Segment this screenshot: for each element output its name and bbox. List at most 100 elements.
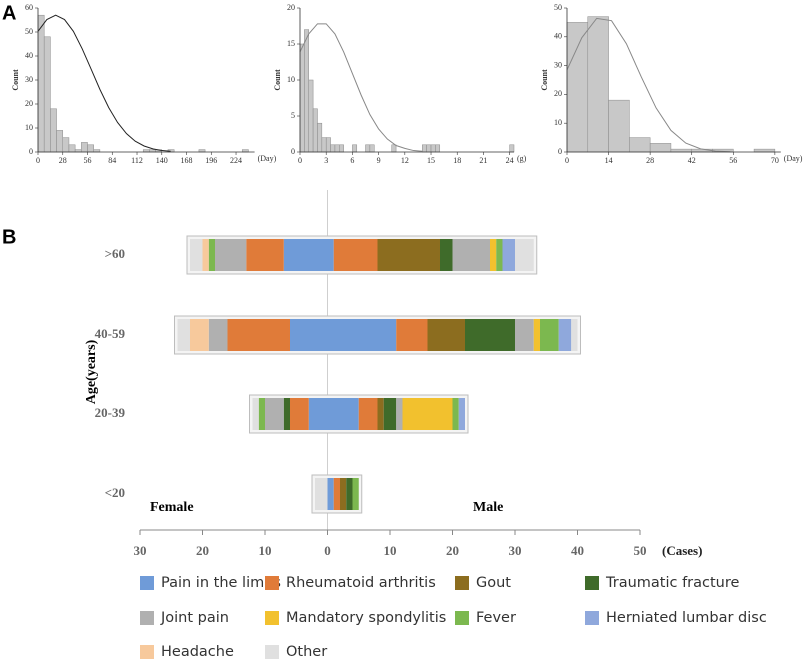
- histogram-bar: [435, 144, 441, 153]
- y-tick-label: 40: [25, 51, 33, 60]
- side-label: Female: [150, 500, 194, 515]
- x-tick-label: 112: [131, 156, 143, 165]
- x-tick-label: 14: [605, 156, 613, 165]
- bar-segment: [352, 478, 359, 510]
- bar-segment: [290, 398, 309, 430]
- x-tick-label: 12: [401, 156, 409, 165]
- x-tick-label: 40: [571, 543, 584, 558]
- histogram-bar: [62, 137, 70, 153]
- y-tick-label: 15: [287, 39, 295, 48]
- x-tick-label: 84: [108, 156, 116, 165]
- bar-segment: [402, 398, 453, 430]
- y-tick-label: 0: [291, 147, 295, 156]
- x-tick-label: 140: [156, 156, 168, 165]
- x-tick-label: 42: [688, 156, 696, 165]
- x-tick-label: 28: [59, 156, 67, 165]
- histogram-bar: [317, 122, 323, 153]
- histogram-bar: [352, 144, 358, 153]
- y-axis-label: Age(years): [84, 339, 99, 404]
- bar-segment: [533, 319, 540, 351]
- histogram-bar: [670, 148, 692, 153]
- bar-segment: [571, 319, 578, 351]
- bar-segment: [327, 478, 334, 510]
- x-tick-label: 18: [453, 156, 461, 165]
- legend-swatch: [140, 611, 154, 625]
- histogram-bar: [325, 137, 331, 153]
- bar-segment: [283, 398, 290, 430]
- bar-segment: [308, 398, 328, 430]
- y-tick-label: 20: [287, 3, 295, 12]
- x-tick-label: 20: [196, 543, 209, 558]
- y-tick-label: 10: [25, 123, 33, 132]
- x-unit: (Day): [784, 154, 803, 163]
- bar-segment: [452, 398, 459, 430]
- legend-swatch: [455, 611, 469, 625]
- legend-label: Pain in the limbs: [161, 575, 281, 591]
- bar-segment: [190, 239, 203, 271]
- y-axis-label: Count: [273, 69, 282, 91]
- x-tick-label: 168: [181, 156, 193, 165]
- y-tick-label: 50: [554, 3, 562, 12]
- x-tick-label: 24: [506, 156, 514, 165]
- fit-curve: [37, 14, 171, 152]
- histogram-bar: [312, 108, 318, 153]
- y-tick-label: 50: [25, 27, 33, 36]
- bar-segment: [252, 398, 259, 430]
- legend-swatch: [265, 576, 279, 590]
- legend-swatch: [455, 576, 469, 590]
- x-tick-label: 10: [384, 543, 397, 558]
- category-label: >60: [105, 246, 125, 261]
- histogram-bar: [43, 36, 51, 153]
- bar-segment: [208, 239, 215, 271]
- bar-segment: [383, 398, 397, 430]
- x-tick-label: 30: [134, 543, 147, 558]
- legend-label: Fever: [476, 610, 516, 626]
- bar-segment: [315, 478, 328, 510]
- x-tick-label: 21: [479, 156, 487, 165]
- y-axis-label: Count: [540, 69, 549, 91]
- histogram-bar: [608, 99, 630, 153]
- histogram-bar: [37, 14, 45, 153]
- histogram-bar: [587, 16, 609, 153]
- histogram-bar: [365, 144, 371, 153]
- bar-segment: [490, 239, 497, 271]
- histogram-bar: [629, 137, 651, 153]
- bar-segment: [515, 239, 534, 271]
- bar-segment: [377, 398, 384, 430]
- x-tick-label: 196: [205, 156, 217, 165]
- bar-segment: [427, 319, 465, 351]
- legend-label: Gout: [476, 575, 511, 591]
- side-label: Male: [473, 500, 503, 515]
- x-tick-label: 50: [634, 543, 647, 558]
- x-tick-label: 224: [230, 156, 242, 165]
- legend-swatch: [585, 576, 599, 590]
- fit-curve: [566, 17, 731, 153]
- category-label: 20-39: [95, 405, 126, 420]
- bar-segment: [440, 239, 453, 271]
- histogram-bar: [339, 144, 344, 153]
- bar-segment: [515, 319, 534, 351]
- bar-segment: [377, 239, 440, 271]
- bar-segment: [265, 398, 284, 430]
- bar-segment: [327, 398, 359, 430]
- y-tick-label: 30: [25, 75, 33, 84]
- bar-segment: [396, 398, 403, 430]
- legend-swatch: [140, 645, 154, 659]
- histogram-bar: [87, 144, 94, 153]
- x-unit: (Day): [258, 154, 277, 163]
- x-tick-label: 3: [324, 156, 328, 165]
- x-tick-label: 10: [259, 543, 272, 558]
- histogram-bar: [299, 43, 305, 153]
- bar-segment: [258, 398, 265, 430]
- x-tick-label: 28: [646, 156, 654, 165]
- legend-label: Herniated lumbar disc: [606, 610, 767, 626]
- x-tick-label: 56: [84, 156, 92, 165]
- y-tick-label: 60: [25, 3, 33, 12]
- x-axis-label: (Cases): [662, 543, 702, 558]
- x-tick-label: 6: [350, 156, 354, 165]
- histogram-bar: [422, 144, 427, 153]
- x-tick-label: 56: [729, 156, 737, 165]
- x-unit: (g): [517, 154, 527, 163]
- bar-segment: [558, 319, 572, 351]
- bar-segment: [177, 319, 190, 351]
